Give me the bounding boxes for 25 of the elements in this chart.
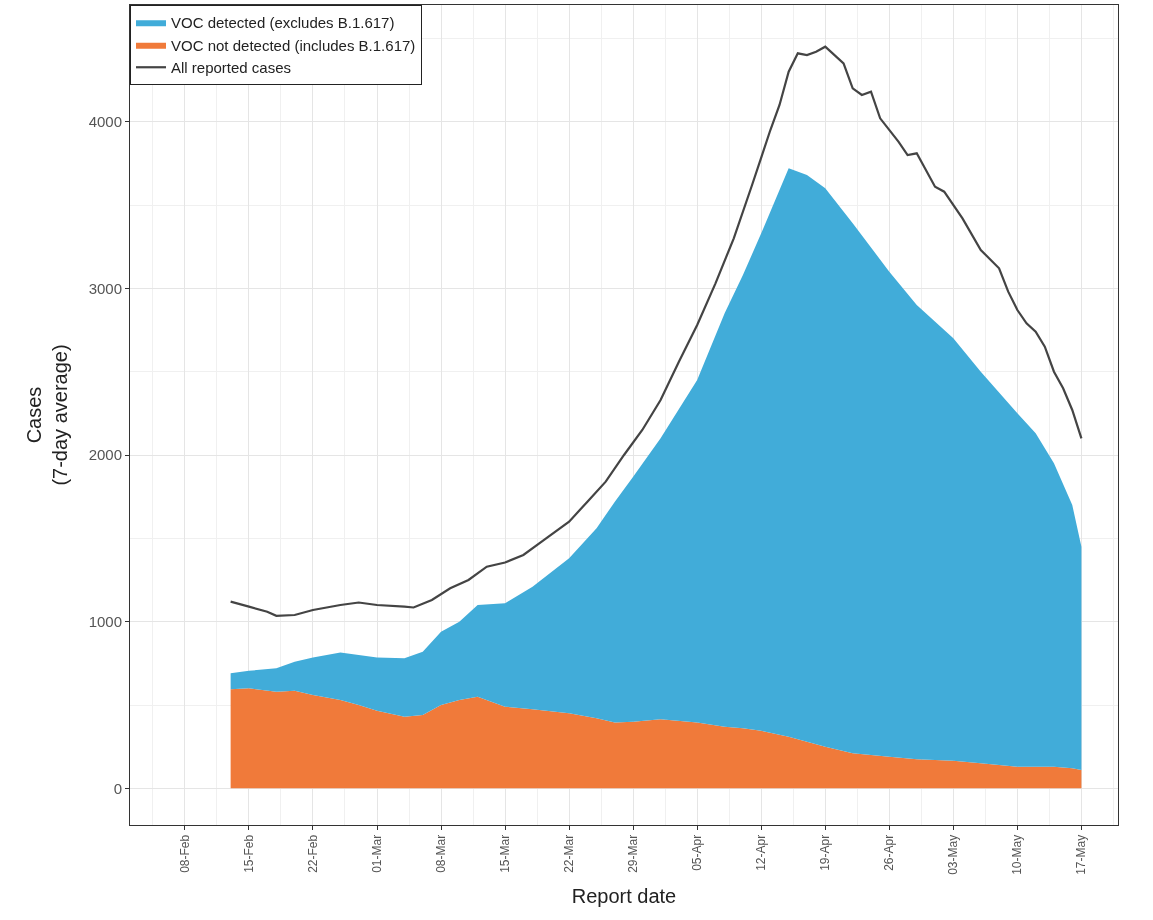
x-tick-label: 08-Mar — [433, 834, 448, 873]
x-tick-label: 15-Mar — [497, 834, 512, 873]
x-tick-label: 10-May — [1010, 834, 1025, 875]
y-tick-label: 1000 — [88, 612, 122, 630]
legend-label: VOC detected (excludes B.1.617) — [171, 14, 395, 32]
x-tick-label: 05-Apr — [690, 834, 705, 871]
x-tick-label: 22-Mar — [562, 834, 577, 873]
x-tick-label: 12-Apr — [754, 834, 769, 871]
x-tick-label: 19-Apr — [818, 834, 833, 871]
x-tick-label: 17-May — [1074, 834, 1089, 875]
y-tick-label: 3000 — [88, 279, 122, 297]
x-tick-label: 08-Feb — [177, 834, 192, 873]
y-tick-label: 2000 — [88, 446, 122, 464]
legend-label: All reported cases — [171, 59, 292, 77]
x-tick-label: 22-Feb — [305, 834, 320, 873]
x-tick-label: 03-May — [946, 834, 961, 875]
y-tick-label: 0 — [113, 779, 122, 797]
y-axis-title: Cases (7-day average) — [23, 344, 72, 486]
x-tick-label: 26-Apr — [882, 834, 897, 871]
x-tick-label: 15-Feb — [241, 834, 256, 873]
x-tick-label: 01-Mar — [369, 834, 384, 873]
legend-label: VOC not detected (includes B.1.617) — [171, 36, 416, 54]
x-tick-label: 29-Mar — [626, 834, 641, 873]
x-axis-title: Report date — [571, 885, 677, 908]
y-tick-label: 4000 — [88, 112, 122, 130]
